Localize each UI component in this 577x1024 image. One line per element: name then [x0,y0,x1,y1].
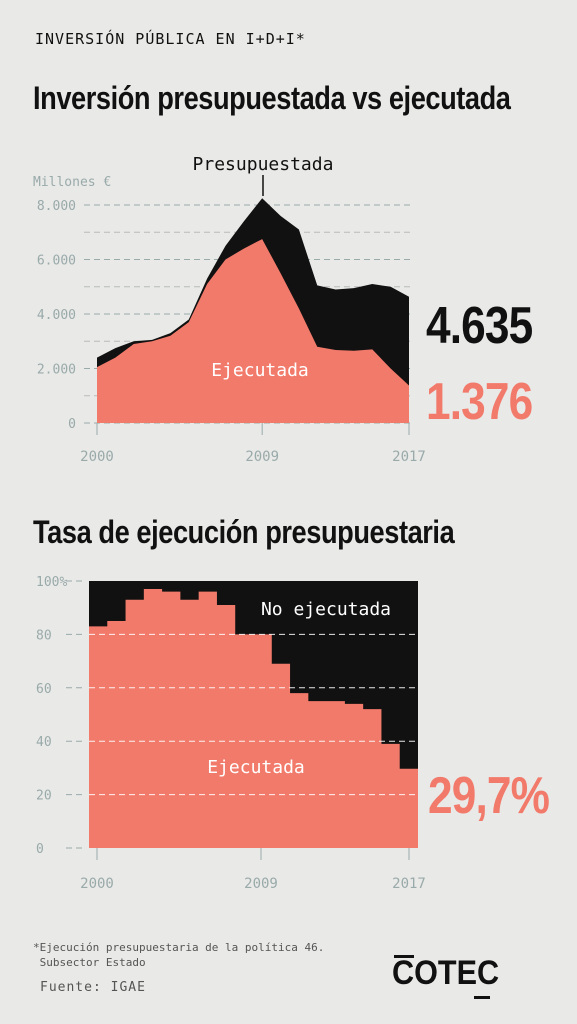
kicker: INVERSIÓN PÚBLICA EN I+D+I* [35,30,306,48]
y-tick-label: 100% [36,575,67,590]
x-tick-label: 2000 [80,876,114,892]
cotec-logo: COTEC [392,954,500,992]
y-tick-label: 2.000 [37,363,76,378]
y-tick-label: 20 [36,789,52,804]
y-axis-label: Millones € [33,175,111,190]
x-tick-label: 2009 [244,876,278,892]
chart-1-title: Inversión presupuestada vs ejecutada [33,80,511,116]
y-tick-label: 4.000 [37,308,76,323]
y-tick-label: 0 [68,417,76,432]
chart-1-svg: 8.000 6.000 4.000 2.000 0 2000 2009 2017 Millo… [33,154,426,465]
logo-accent-top [394,955,414,958]
not-executed-series-label: No ejecutada [261,599,391,620]
y-tick-label: 80 [36,628,52,643]
x-tick-label: 2009 [245,449,279,465]
executed-2017-value: 1.376 [426,373,533,431]
executed-area [97,239,409,423]
x-tick-label: 2017 [392,449,426,465]
x-tick-label: 2017 [392,876,426,892]
footnote: *Ejecución presupuestaria de la política… [33,941,325,969]
chart-2-title: Tasa de ejecución presupuestaria [33,514,455,550]
rate-2017-value: 29,7% [428,767,550,825]
y-tick-label: 40 [36,735,52,750]
y-tick-label: 60 [36,682,52,697]
y-tick-label: 8.000 [37,199,76,214]
executed-rate-area [89,589,418,848]
budget-2017-value: 4.635 [426,297,533,355]
executed-rate-series-label: Ejecutada [207,757,305,778]
x-tick-label: 2000 [80,449,114,465]
y-tick-label: 6.000 [37,254,76,269]
budget-series-label: Presupuestada [193,154,334,175]
source: Fuente: IGAE [40,980,146,995]
executed-series-label: Ejecutada [211,360,309,381]
logo-accent-bottom [474,996,490,999]
y-tick-label: 0 [36,842,44,857]
